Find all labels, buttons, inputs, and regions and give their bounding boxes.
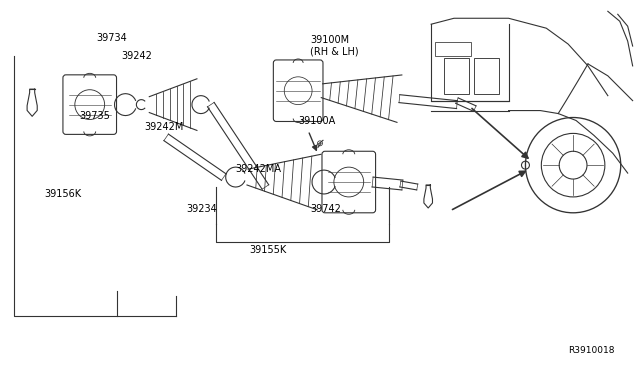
Text: 39155K: 39155K [250,246,287,256]
Text: R3910018: R3910018 [568,346,614,355]
Text: 39242: 39242 [122,51,152,61]
Text: 39100M: 39100M [310,35,349,45]
Text: 39242M: 39242M [145,122,184,132]
Text: 39742: 39742 [310,204,341,214]
Text: 39156K: 39156K [44,189,81,199]
Bar [474,58,499,94]
Text: 39734: 39734 [97,33,127,43]
Text: 39100A: 39100A [298,116,335,126]
Bar [444,58,469,94]
Bar [435,42,471,56]
Text: 39735: 39735 [80,110,111,121]
Text: (RH & LH): (RH & LH) [310,47,358,57]
Text: 39234: 39234 [186,204,217,214]
Text: 39242MA: 39242MA [236,164,282,174]
